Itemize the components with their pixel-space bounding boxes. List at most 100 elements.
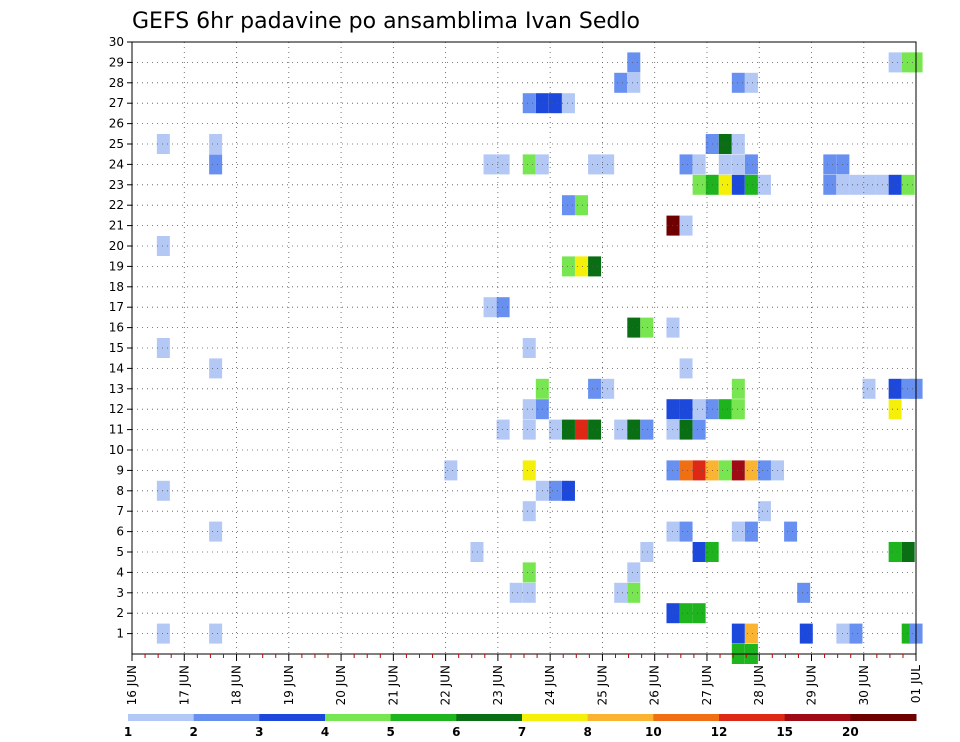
y-axis: 1234567891011121314151617181920212223242… [109,35,132,641]
heatmap-cell [679,603,693,624]
heatmap-cell [627,582,641,603]
y-tick-label: 6 [116,525,124,539]
y-tick-label: 10 [109,443,124,457]
y-tick-label: 18 [109,280,124,294]
y-tick-label: 11 [109,423,124,437]
heatmap-cell [731,460,745,481]
heatmap-cell [888,52,902,73]
colorbar-label: 5 [386,725,394,739]
colorbar-label: 1 [124,725,132,739]
heatmap-cell [679,215,693,236]
heatmap-cell [757,174,771,195]
heatmap-cell [496,154,510,175]
x-tick-label: 24 JUN [543,665,557,705]
heatmap-cell [496,419,510,440]
heatmap-cell [209,358,223,379]
y-tick-label: 20 [109,239,124,253]
x-tick-label: 19 JUN [282,665,296,705]
heatmap-cell [640,317,654,338]
heatmap-cell [718,460,732,481]
colorbar-swatch [522,714,589,721]
heatmap-cell [718,174,732,195]
y-tick-label: 15 [109,341,124,355]
x-tick-label: 29 JUN [805,665,819,705]
heatmap-cell [509,582,523,603]
heatmap-cell [614,419,628,440]
heatmap-cell [692,460,706,481]
colorbar-swatch [128,714,195,721]
colorbar-label: 10 [645,725,662,739]
heatmap-cell [679,419,693,440]
heatmap-cell [744,521,758,542]
heatmap-cell [718,154,732,175]
heatmap-cell [679,154,693,175]
heatmap-cell [522,93,536,114]
heatmap-cell [156,623,170,644]
heatmap-cell [718,399,732,420]
heatmap-cell [209,521,223,542]
heatmap-cell [575,419,589,440]
heatmap-cell [627,72,641,93]
colorbar-label: 6 [452,725,460,739]
y-tick-label: 2 [116,606,124,620]
heatmap-cell [731,154,745,175]
heatmap-cell [470,542,484,562]
heatmap-cell [575,195,589,216]
heatmap-cell [731,174,745,195]
heatmap-cell [627,317,641,338]
heatmap-cell [522,562,536,583]
heatmap-cell [692,399,706,420]
colorbar-swatch [193,714,260,721]
colorbar-swatch [850,714,917,721]
y-tick-label: 30 [109,35,124,49]
heatmap-cell [627,52,641,73]
y-tick-label: 17 [109,300,124,314]
heatmap-cell [561,195,575,216]
heatmap-cell [849,623,863,644]
heatmap-cell [718,134,732,154]
heatmap-cell [757,501,771,522]
x-tick-label: 23 JUN [491,665,505,705]
y-tick-label: 28 [109,76,124,90]
heatmap-cell [483,154,497,175]
colorbar-label: 8 [583,725,591,739]
heatmap-cell [731,521,745,542]
x-tick-label: 01 JUL [909,665,923,703]
heatmap-cell [561,480,575,501]
heatmap-cell [156,338,170,358]
heatmap-cell [797,582,811,603]
heatmap-cell [901,174,915,195]
heatmap-cell [888,542,902,562]
heatmap-cell [614,72,628,93]
x-tick-label: 20 JUN [334,665,348,705]
y-tick-label: 25 [109,137,124,151]
colorbar-swatch [325,714,392,721]
heatmap-cell [744,154,758,175]
heatmap-cell [679,399,693,420]
heatmap-cell [692,419,706,440]
heatmap-cell [522,154,536,175]
heatmap-cell [692,542,706,562]
heatmap-cell [757,460,771,481]
x-tick-label: 18 JUN [230,665,244,705]
heatmap-cell [744,174,758,195]
heatmap-cell [888,378,902,399]
heatmap-cell [862,174,876,195]
heatmap-cell [901,542,915,562]
heatmap-cell [744,623,758,644]
x-tick-label: 27 JUN [700,665,714,705]
y-tick-label: 9 [116,463,124,477]
grid-lines [132,41,916,654]
heatmap-cell [692,603,706,624]
y-tick-label: 3 [116,586,124,600]
y-tick-label: 29 [109,55,124,69]
x-tick-label: 28 JUN [752,665,766,705]
colorbar-legend: 1 2 3 4 5 6 7 8 10 12 15 20 [124,714,917,739]
heatmap-cell [862,378,876,399]
heatmap-cell [823,174,837,195]
heatmap-cell [888,174,902,195]
y-tick-label: 1 [116,627,124,641]
x-tick-label: 26 JUN [648,665,662,705]
y-tick-label: 5 [116,545,124,559]
